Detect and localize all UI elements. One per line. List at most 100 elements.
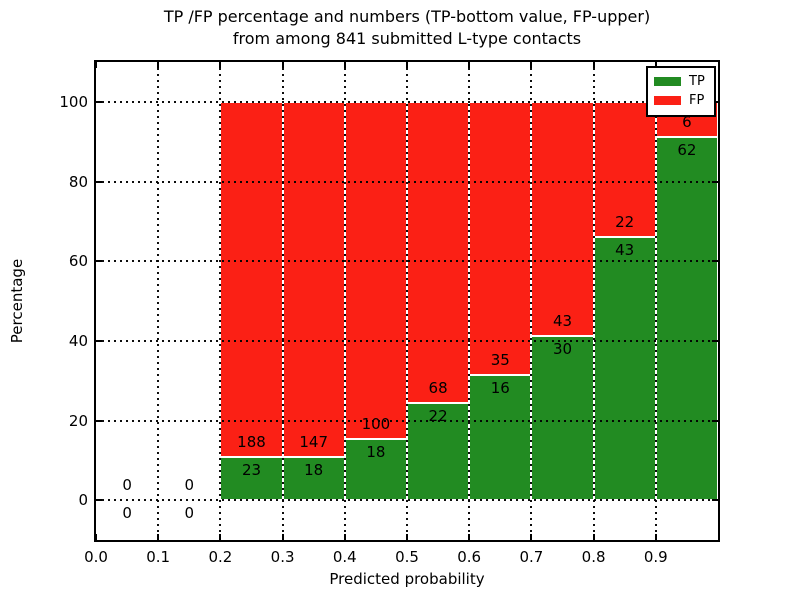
- bar-label-tp: 18: [304, 460, 324, 479]
- y-tick: [96, 419, 102, 422]
- x-tick-label: 0.2: [208, 548, 233, 566]
- x-tick-top: [219, 62, 222, 68]
- legend-label: TP: [689, 74, 705, 89]
- y-tick-right: [712, 419, 718, 422]
- x-tick-label: 0.1: [146, 548, 171, 566]
- bar-segment-tp: [220, 456, 283, 501]
- bar-segment-fp: [593, 101, 656, 237]
- y-tick: [96, 260, 102, 263]
- x-tick: [654, 534, 657, 540]
- x-tick-top: [343, 62, 346, 68]
- x-tick-top: [157, 62, 160, 68]
- y-tick: [96, 339, 102, 342]
- bar-label-tp: 0: [184, 504, 195, 523]
- bar-segment-fp: [344, 101, 407, 440]
- bar-segment-fp: [282, 101, 345, 457]
- y-tick-label: 40: [68, 331, 88, 350]
- bar-label-fp: 68: [428, 378, 448, 397]
- x-tick: [406, 534, 408, 540]
- x-tick: [343, 534, 346, 540]
- y-tick: [96, 100, 102, 103]
- x-tick-label: 0.5: [395, 548, 419, 566]
- bar-label-tp: 23: [241, 460, 262, 479]
- bar-label-fp: 188: [237, 432, 266, 451]
- x-axis-label: Predicted probability: [329, 570, 485, 588]
- y-gridline: [96, 100, 718, 103]
- y-tick-right: [712, 180, 718, 183]
- x-tick-top: [95, 62, 97, 68]
- bar-label-fp: 22: [615, 212, 635, 231]
- y-tick-label: 0: [78, 491, 88, 510]
- y-gridline: [96, 419, 718, 422]
- x-tick: [530, 534, 533, 540]
- bar-label-tp: 43: [615, 240, 635, 259]
- y-tick: [96, 499, 102, 502]
- y-gridline: [96, 180, 718, 183]
- y-axis-label: Percentage: [8, 258, 26, 344]
- bar-label-fp: 6: [682, 112, 692, 131]
- x-tick-top: [406, 62, 408, 68]
- x-gridline: [157, 62, 160, 540]
- x-gridline: [654, 62, 657, 540]
- bar-label-fp: 0: [122, 476, 132, 495]
- bar-segment-tp: [655, 136, 718, 501]
- bar-segment-tp: [531, 336, 594, 501]
- x-tick: [95, 534, 97, 540]
- chart-title-line1: TP /FP percentage and numbers (TP-bottom…: [163, 7, 651, 26]
- bar-label-tp: 16: [490, 379, 510, 398]
- legend-swatch-fp: [654, 96, 681, 105]
- y-gridline: [96, 260, 718, 263]
- bar-label-tp: 30: [552, 340, 573, 359]
- bar-label-fp: 0: [184, 476, 195, 495]
- chart-title: TP /FP percentage and numbers (TP-bottom…: [96, 6, 718, 50]
- y-tick-label: 100: [59, 92, 88, 111]
- x-tick-top: [654, 62, 657, 68]
- x-gridline: [219, 62, 222, 540]
- x-tick-label: 0.0: [84, 548, 108, 566]
- bar-segment-tp: [593, 236, 656, 501]
- bar-label-tp: 0: [122, 504, 132, 523]
- legend-entry: FP: [654, 91, 708, 110]
- x-gridline: [592, 62, 595, 540]
- bar-segment-fp: [469, 101, 532, 376]
- x-tick-top: [281, 62, 284, 68]
- bar-segment-fp: [407, 101, 470, 403]
- y-tick: [96, 180, 102, 183]
- bar-label-fp: 43: [552, 312, 573, 331]
- x-gridline: [530, 62, 533, 540]
- x-gridline: [406, 62, 408, 540]
- legend: TP FP: [646, 66, 716, 117]
- x-tick: [219, 534, 222, 540]
- legend-label: FP: [689, 93, 705, 108]
- y-tick-right: [712, 339, 718, 342]
- x-tick-label: 0.9: [643, 548, 668, 566]
- x-tick-label: 0.8: [581, 548, 606, 566]
- chart-title-line2: from among 841 submitted L-type contacts: [232, 29, 582, 48]
- x-tick: [157, 534, 160, 540]
- y-gridline: [96, 499, 718, 502]
- x-tick-top: [468, 62, 471, 68]
- y-tick-label: 80: [68, 172, 88, 191]
- bar-label-tp: 22: [428, 406, 448, 425]
- x-tick-label: 0.4: [332, 548, 357, 566]
- x-tick: [468, 534, 471, 540]
- legend-entry: TP: [654, 72, 708, 91]
- y-tick-right: [712, 260, 718, 263]
- y-gridline: [96, 339, 718, 342]
- x-tick-top: [530, 62, 533, 68]
- x-tick-label: 0.3: [270, 548, 295, 566]
- x-gridline: [281, 62, 284, 540]
- legend-swatch-tp: [654, 77, 681, 86]
- bar-segment-tp: [282, 456, 345, 501]
- x-tick-top: [592, 62, 595, 68]
- x-gridline: [468, 62, 471, 540]
- bar-segment-fp: [220, 101, 283, 457]
- x-tick: [281, 534, 284, 540]
- bar-label-fp: 100: [361, 415, 391, 434]
- y-tick-right: [712, 499, 718, 502]
- plot-area: 0 0 0 0 188 23 147 18 100 18 68 22 35 16 43 30 22 43 6 62: [95, 62, 718, 540]
- y-tick-label: 20: [68, 411, 88, 430]
- x-tick-label: 0.6: [457, 548, 482, 566]
- x-tick-label: 0.7: [519, 548, 544, 566]
